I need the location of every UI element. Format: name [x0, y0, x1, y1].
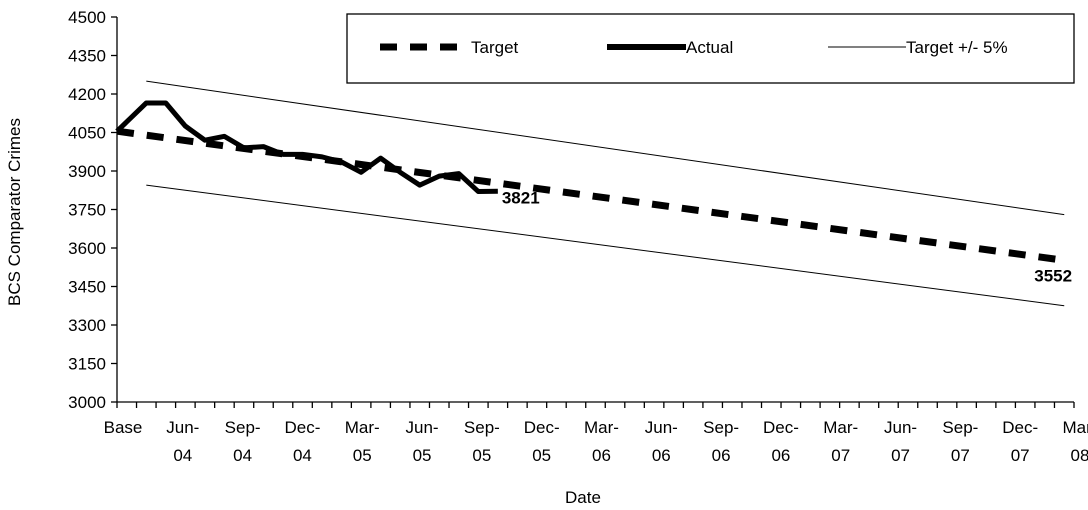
- x-axis-title: Date: [565, 488, 601, 507]
- x-tick-label: Mar-: [584, 418, 619, 437]
- x-tick-label: Jun-: [884, 418, 917, 437]
- y-tick-label: 3150: [68, 355, 106, 374]
- series-target-line: [116, 127, 1065, 264]
- y-axis-title: BCS Comparator Crimes: [5, 118, 24, 306]
- legend-label-actual: Actual: [686, 38, 733, 57]
- y-tick-label: 4050: [68, 124, 106, 143]
- x-tick-label-year: 04: [233, 446, 252, 465]
- series-target-band-line: [146, 80, 1065, 216]
- x-tick-label: Jun-: [166, 418, 199, 437]
- x-tick-label-year: 07: [891, 446, 910, 465]
- x-tick-label-year: 06: [592, 446, 611, 465]
- x-tick-label: Dec-: [284, 418, 320, 437]
- data-labels: 3821 3552: [502, 188, 1072, 285]
- y-tick-label: 4500: [68, 8, 106, 27]
- legend: Target Actual Target +/- 5%: [346, 13, 1075, 84]
- x-tick-label: Base: [104, 418, 143, 437]
- plot-area: [115, 80, 1065, 307]
- x-tick-label-year: 07: [831, 446, 850, 465]
- x-tick-label-year: 05: [353, 446, 372, 465]
- y-tick-label: 3450: [68, 278, 106, 297]
- x-tick-label-year: 04: [173, 446, 192, 465]
- x-tick-label-year: 05: [472, 446, 491, 465]
- x-tick-label-year: 06: [771, 446, 790, 465]
- x-tick-label-year: 04: [293, 446, 312, 465]
- y-tick-label: 4200: [68, 85, 106, 104]
- x-tick-label: Sep-: [464, 418, 500, 437]
- y-tick-label: 3900: [68, 162, 106, 181]
- x-tick-label: Dec-: [1002, 418, 1038, 437]
- x-tick-label: Jun-: [645, 418, 678, 437]
- x-tick-label: Mar-: [823, 418, 858, 437]
- x-tick-label-year: 05: [532, 446, 551, 465]
- legend-box: [346, 13, 1075, 84]
- x-tick-label: Sep-: [703, 418, 739, 437]
- y-tick-label: 3300: [68, 316, 106, 335]
- series-actual-line: [115, 100, 498, 195]
- y-tick-label: 3000: [68, 393, 106, 412]
- x-tick-label-year: 07: [951, 446, 970, 465]
- y-tick-label: 3600: [68, 239, 106, 258]
- x-tick-label: Dec-: [763, 418, 799, 437]
- y-tick-label: 4350: [68, 47, 106, 66]
- x-tick-label-year: 06: [652, 446, 671, 465]
- y-tick-label: 3750: [68, 201, 106, 220]
- series-target-band-line: [146, 184, 1065, 307]
- x-tick-label: Dec-: [524, 418, 560, 437]
- legend-label-target: Target: [471, 38, 519, 57]
- x-tick-label: Sep-: [942, 418, 978, 437]
- x-tick-label: Sep-: [225, 418, 261, 437]
- x-tick-label-year: 07: [1011, 446, 1030, 465]
- x-tick-label: Mar-: [345, 418, 380, 437]
- x-tick-label-year: 08: [1071, 446, 1088, 465]
- x-tick-label: Jun-: [406, 418, 439, 437]
- legend-label-band: Target +/- 5%: [906, 38, 1008, 57]
- x-tick-label-year: 05: [413, 446, 432, 465]
- data-label: 3552: [1034, 266, 1072, 285]
- axes: 3000 3150 3300 3450 3600 3750 3900 4050 4200 4350…: [68, 8, 1088, 465]
- data-label: 3821: [502, 188, 540, 207]
- x-tick-label: Mar-: [1063, 418, 1088, 437]
- x-tick-label-year: 06: [712, 446, 731, 465]
